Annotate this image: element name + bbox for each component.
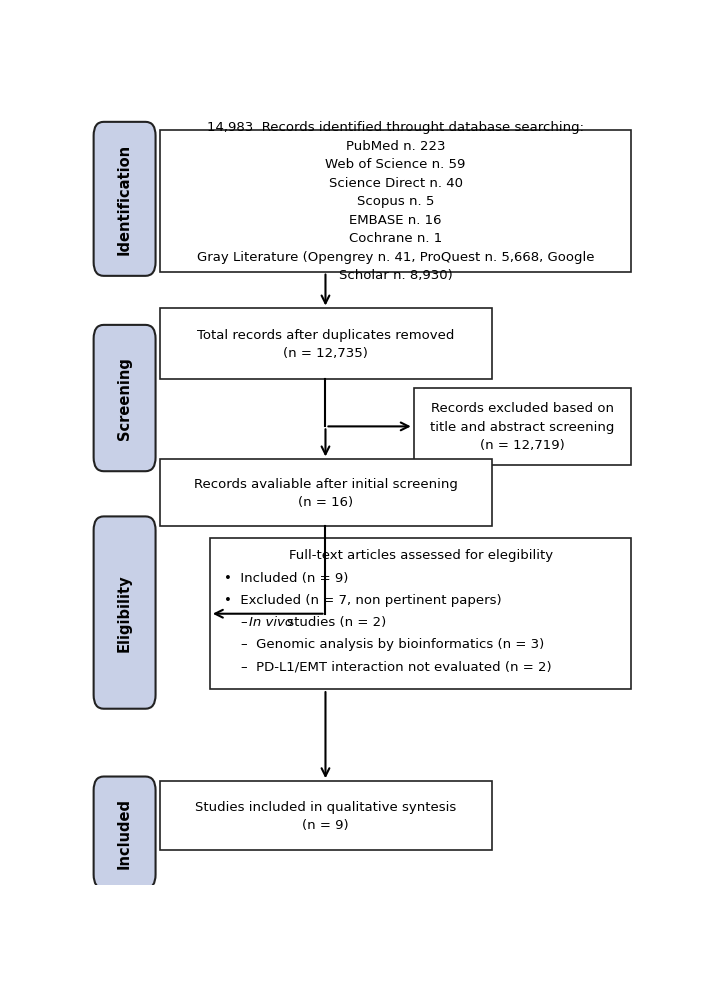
Text: Identification: Identification — [117, 144, 132, 255]
Text: Records avaliable after initial screening
(n = 16): Records avaliable after initial screenin… — [194, 477, 458, 509]
Text: •  Excluded (n = 7, non pertinent papers): • Excluded (n = 7, non pertinent papers) — [224, 593, 502, 606]
Text: Included: Included — [117, 797, 132, 868]
Text: Records excluded based on
title and abstract screening
(n = 12,719): Records excluded based on title and abst… — [431, 402, 615, 452]
Text: •  Included (n = 9): • Included (n = 9) — [224, 571, 348, 584]
Text: studies (n = 2): studies (n = 2) — [283, 615, 386, 628]
Text: In vivo: In vivo — [249, 615, 293, 628]
FancyBboxPatch shape — [160, 781, 492, 850]
FancyBboxPatch shape — [210, 539, 631, 690]
Text: Total records after duplicates removed
(n = 12,735): Total records after duplicates removed (… — [197, 329, 454, 360]
FancyBboxPatch shape — [94, 122, 156, 276]
FancyBboxPatch shape — [94, 326, 156, 472]
Text: Studies included in qualitative syntesis
(n = 9): Studies included in qualitative syntesis… — [195, 800, 456, 832]
Text: 14,983  Records identified throught database searching:
PubMed n. 223
Web of Sci: 14,983 Records identified throught datab… — [197, 121, 594, 282]
Text: Full-text articles assessed for elegibility: Full-text articles assessed for elegibil… — [289, 549, 553, 562]
FancyBboxPatch shape — [160, 460, 492, 527]
Text: Eligibility: Eligibility — [117, 575, 132, 652]
FancyBboxPatch shape — [413, 389, 631, 465]
FancyBboxPatch shape — [160, 309, 492, 380]
FancyBboxPatch shape — [94, 517, 156, 709]
Text: Screening: Screening — [117, 357, 132, 440]
FancyBboxPatch shape — [94, 776, 156, 889]
FancyBboxPatch shape — [160, 131, 631, 272]
Text: –: – — [224, 615, 256, 628]
Text: –  PD-L1/EMT interaction not evaluated (n = 2): – PD-L1/EMT interaction not evaluated (n… — [224, 660, 552, 673]
Text: –  Genomic analysis by bioinformatics (n = 3): – Genomic analysis by bioinformatics (n … — [224, 637, 544, 650]
